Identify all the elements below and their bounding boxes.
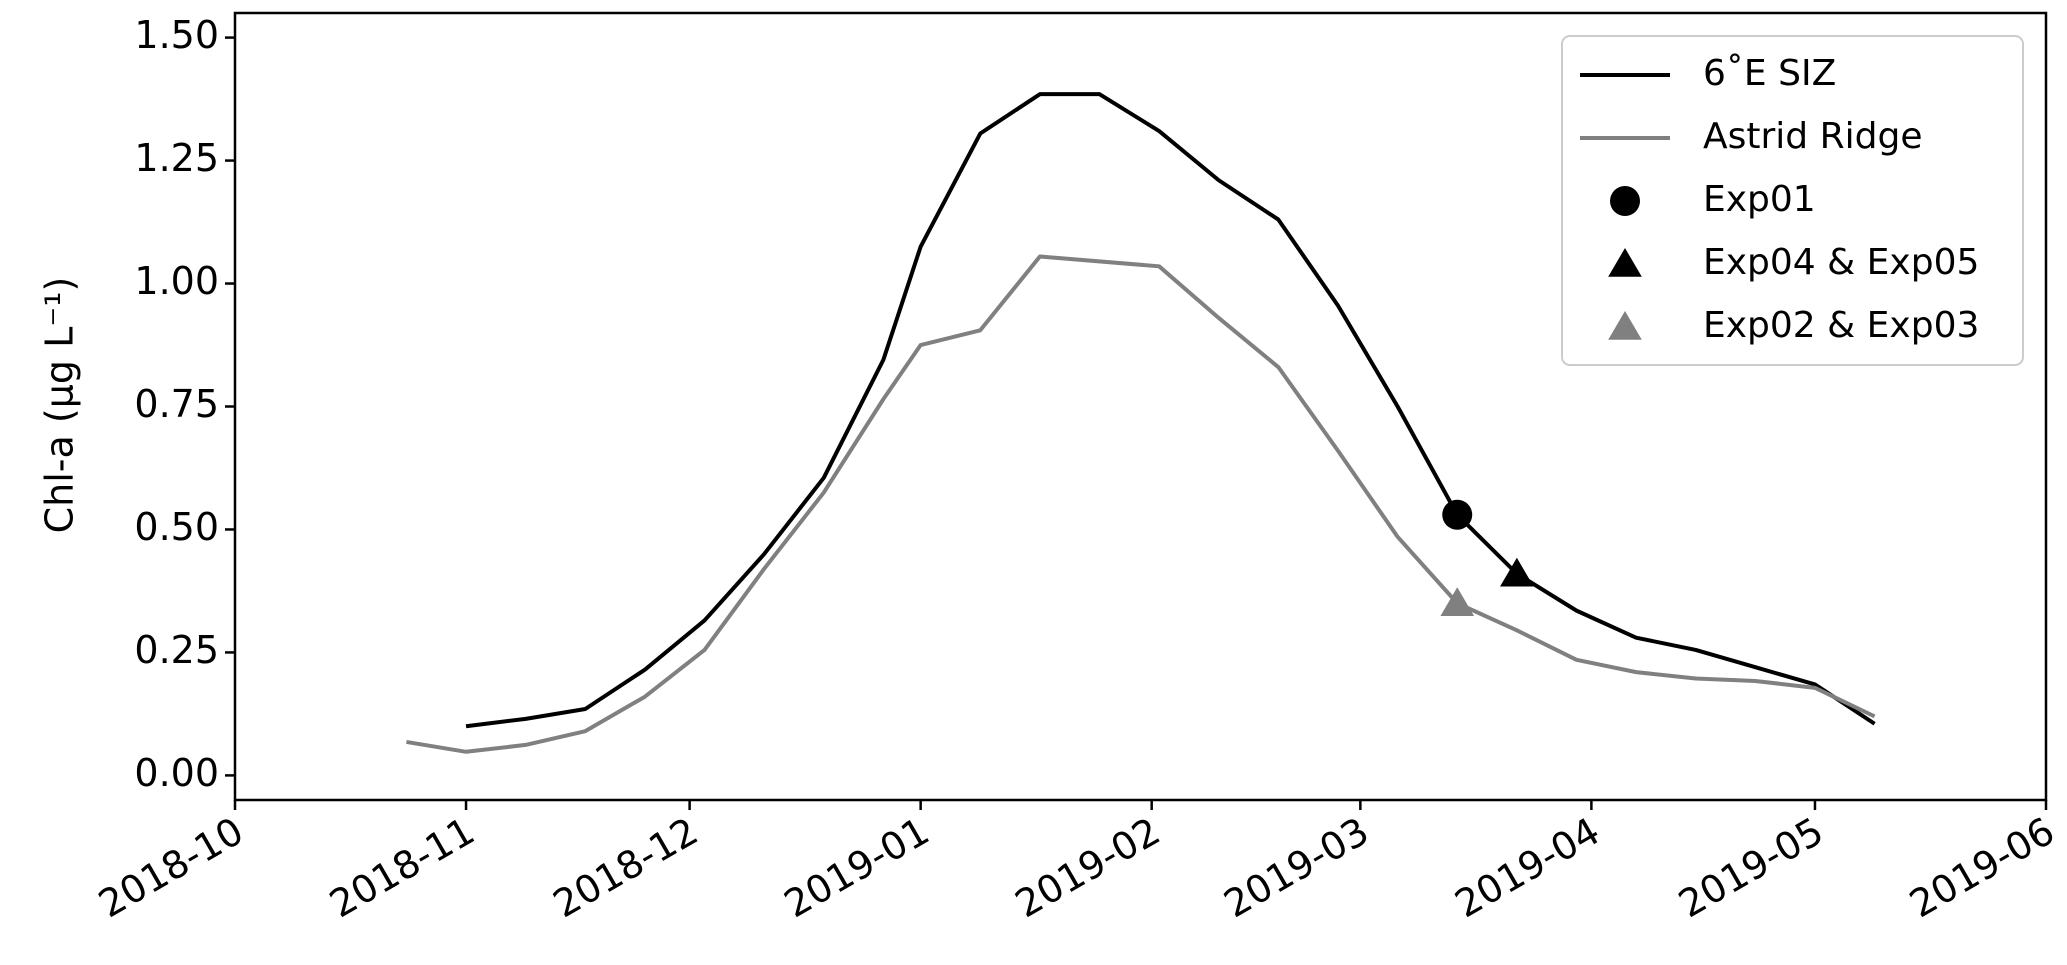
legend-box bbox=[1561, 35, 2024, 366]
x-tick-label: 2019-02 bbox=[1008, 809, 1168, 926]
x-tick-label: 2019-03 bbox=[1217, 809, 1377, 926]
series-line bbox=[406, 254, 1876, 754]
marker-triangle bbox=[1440, 587, 1475, 617]
legend-swatch bbox=[1608, 311, 1642, 340]
series-line bbox=[465, 92, 1876, 729]
x-tick-label: 2019-01 bbox=[777, 809, 937, 926]
legend-swatch bbox=[1610, 186, 1640, 216]
y-tick-label: 0.75 bbox=[134, 382, 219, 426]
x-tick-label: 2019-04 bbox=[1448, 809, 1608, 926]
marker-triangle bbox=[1500, 557, 1534, 587]
y-tick-label: 0.50 bbox=[134, 505, 219, 549]
x-tick-label: 2018-10 bbox=[91, 809, 251, 926]
legend-label: Exp01 bbox=[1703, 179, 1816, 220]
y-tick-label: 0.25 bbox=[134, 628, 219, 672]
y-tick-label: 0.00 bbox=[134, 751, 219, 795]
marker-circle bbox=[1442, 499, 1473, 530]
legend-label: Exp04 & Exp05 bbox=[1703, 242, 1979, 283]
x-tick-label: 2018-11 bbox=[322, 809, 482, 926]
legend-label: Exp02 & Exp03 bbox=[1703, 305, 1979, 346]
y-tick-label: 1.25 bbox=[134, 136, 219, 180]
legend-label: 6˚E SIZ bbox=[1703, 53, 1836, 94]
x-tick-label: 2019-05 bbox=[1671, 809, 1831, 926]
legend-label: Astrid Ridge bbox=[1703, 116, 1922, 157]
x-tick-label: 2018-12 bbox=[546, 809, 706, 926]
y-tick-label: 1.00 bbox=[134, 259, 219, 303]
x-tick-label: 2019-06 bbox=[1902, 809, 2062, 926]
y-tick-label: 1.50 bbox=[134, 13, 219, 57]
legend-swatch bbox=[1608, 248, 1642, 277]
legend: 6˚E SIZ Astrid Ridge Exp01 Exp04 & Exp05 Exp… bbox=[1561, 35, 2024, 366]
y-axis-label: Chl-a (μg L⁻¹) bbox=[38, 277, 82, 534]
